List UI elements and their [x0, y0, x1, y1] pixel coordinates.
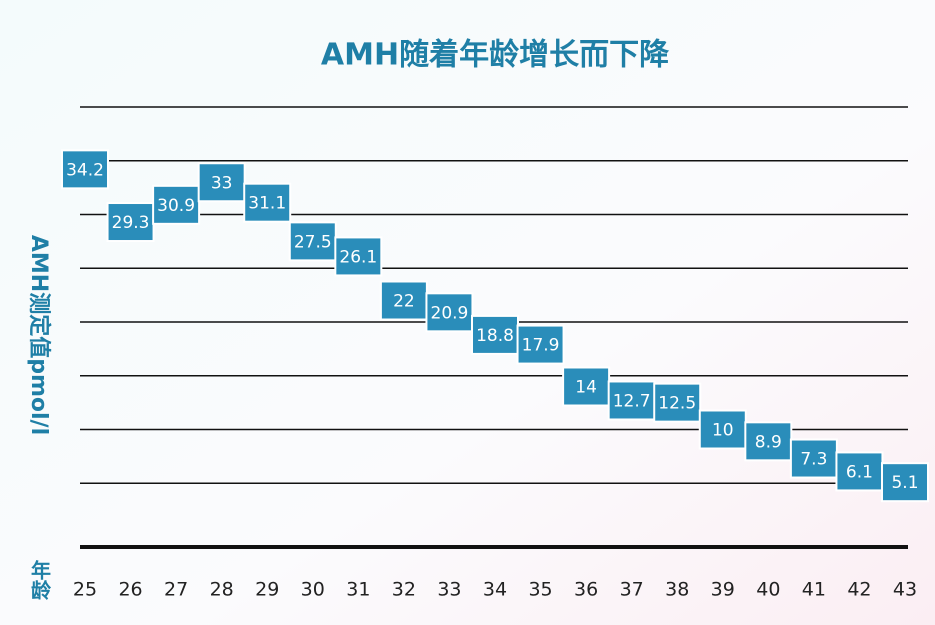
x-tick-label: 40	[756, 579, 780, 601]
value-label: 34.2	[66, 160, 104, 180]
value-label: 8.9	[755, 432, 782, 452]
value-box	[607, 380, 656, 421]
x-tick-label: 25	[73, 579, 97, 601]
x-tick-label: 35	[528, 579, 552, 601]
x-axis-label: 年龄	[28, 559, 52, 601]
value-label: 12.5	[658, 394, 696, 414]
x-tick-label: 26	[118, 579, 142, 601]
x-tick-label: 28	[210, 579, 234, 601]
value-label: 12.7	[613, 391, 651, 411]
value-box	[334, 236, 383, 277]
value-label: 17.9	[522, 336, 560, 356]
x-tick-label: 30	[301, 579, 325, 601]
value-box	[471, 314, 519, 355]
chart-title: AMH随着年龄增长而下降	[321, 38, 670, 73]
x-tick-label: 29	[255, 579, 279, 601]
x-tick-label: 31	[346, 579, 370, 601]
value-box	[61, 149, 109, 190]
value-label: 22	[393, 292, 415, 312]
value-box	[516, 324, 565, 365]
value-box	[835, 451, 884, 492]
value-label: 33	[211, 173, 233, 193]
value-box	[881, 462, 929, 503]
value-label: 7.3	[800, 450, 827, 470]
value-box	[698, 409, 747, 450]
value-label: 20.9	[431, 303, 469, 323]
value-label: 30.9	[157, 196, 195, 216]
x-tick-label: 33	[437, 579, 461, 601]
x-tick-label: 42	[847, 579, 871, 601]
value-box	[744, 421, 793, 462]
value-box	[653, 382, 702, 423]
value-box	[197, 162, 246, 203]
value-label: 14	[575, 378, 597, 398]
value-label: 26.1	[339, 247, 377, 267]
value-box	[243, 182, 292, 223]
value-label: 6.1	[846, 462, 873, 482]
x-tick-label: 39	[711, 579, 735, 601]
x-tick-label: 34	[483, 579, 507, 601]
value-label: 31.1	[248, 194, 286, 214]
value-label: 29.3	[112, 213, 150, 233]
x-tick-label: 36	[574, 579, 598, 601]
x-tick-label: 32	[392, 579, 416, 601]
value-box	[106, 202, 155, 243]
value-box	[789, 438, 838, 479]
x-tick-label: 27	[164, 579, 188, 601]
x-tick-label: 37	[620, 579, 644, 601]
value-label: 27.5	[294, 232, 332, 252]
value-label: 5.1	[891, 473, 918, 493]
value-box	[152, 184, 201, 225]
y-axis-label: AMH测定值pmol/l	[26, 235, 52, 435]
value-label: 18.8	[476, 326, 514, 346]
x-tick-label: 41	[802, 579, 826, 601]
x-tick-label: 38	[665, 579, 689, 601]
x-tick-label: 43	[893, 579, 917, 601]
value-box	[425, 292, 474, 333]
value-label: 10	[712, 421, 734, 441]
